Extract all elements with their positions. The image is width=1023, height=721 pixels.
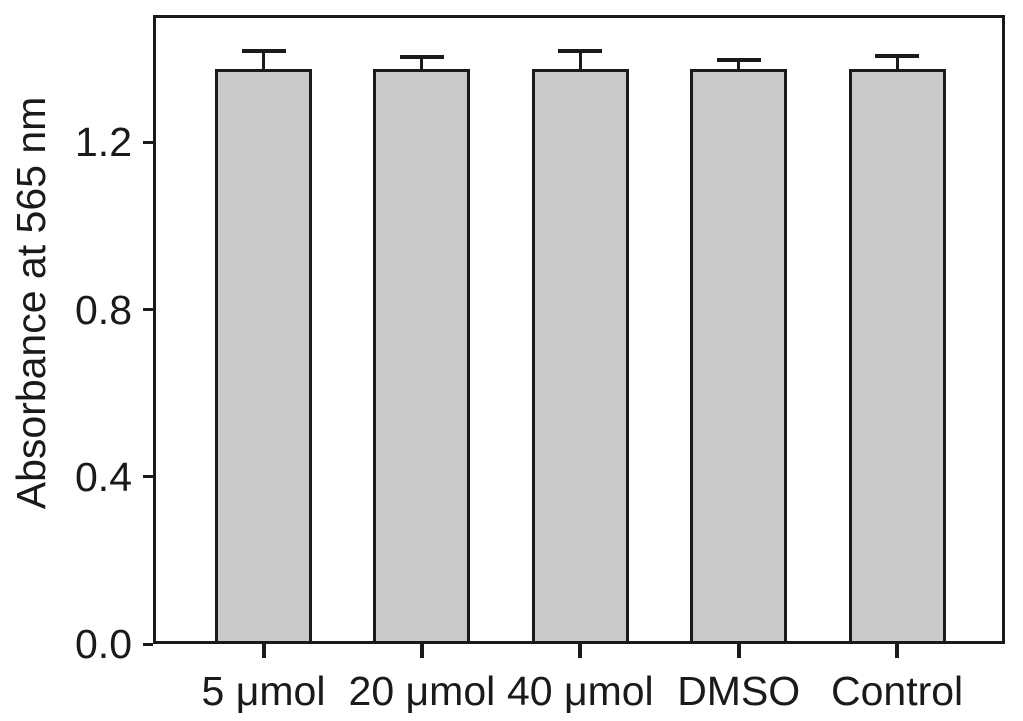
error-bar-cap xyxy=(399,55,444,60)
x-axis-tick xyxy=(261,644,266,658)
bar-40-mol xyxy=(531,69,629,644)
error-bar-stem xyxy=(895,56,899,72)
error-bar-stem xyxy=(737,60,741,72)
x-tick-label-dmso: DMSO xyxy=(677,668,801,714)
bar-5-mol xyxy=(215,69,312,644)
x-tick-label-20-mol: 20 μmol xyxy=(348,668,496,714)
x-axis-tick xyxy=(419,644,424,658)
y-tick-label: 0.0 xyxy=(75,621,132,667)
error-bar-stem xyxy=(262,51,265,72)
x-tick-label-control: Control xyxy=(831,668,964,714)
y-axis-tick xyxy=(143,642,153,646)
y-axis-tick xyxy=(143,308,153,312)
y-axis-tick xyxy=(143,140,153,144)
error-bar-stem xyxy=(420,57,424,72)
y-tick-label: 0.8 xyxy=(75,286,132,333)
error-bar-stem xyxy=(578,51,582,72)
bar-20-mol xyxy=(373,69,471,644)
error-bar-cap xyxy=(558,49,603,54)
y-tick-label: 0.4 xyxy=(75,453,132,500)
y-tick-label: 1.2 xyxy=(75,119,132,166)
y-axis-tick xyxy=(143,475,153,479)
bar-dmso xyxy=(690,69,788,644)
x-axis-tick xyxy=(578,644,583,658)
x-tick-label-5-mol: 5 μmol xyxy=(201,668,326,714)
error-bar-cap xyxy=(716,58,761,63)
bar-control xyxy=(848,69,946,644)
error-bar-cap xyxy=(875,54,920,59)
x-axis-tick xyxy=(895,644,900,658)
error-bar-cap xyxy=(241,49,286,54)
x-axis-tick xyxy=(736,644,741,658)
x-tick-label-40-mol: 40 μmol xyxy=(506,668,654,714)
